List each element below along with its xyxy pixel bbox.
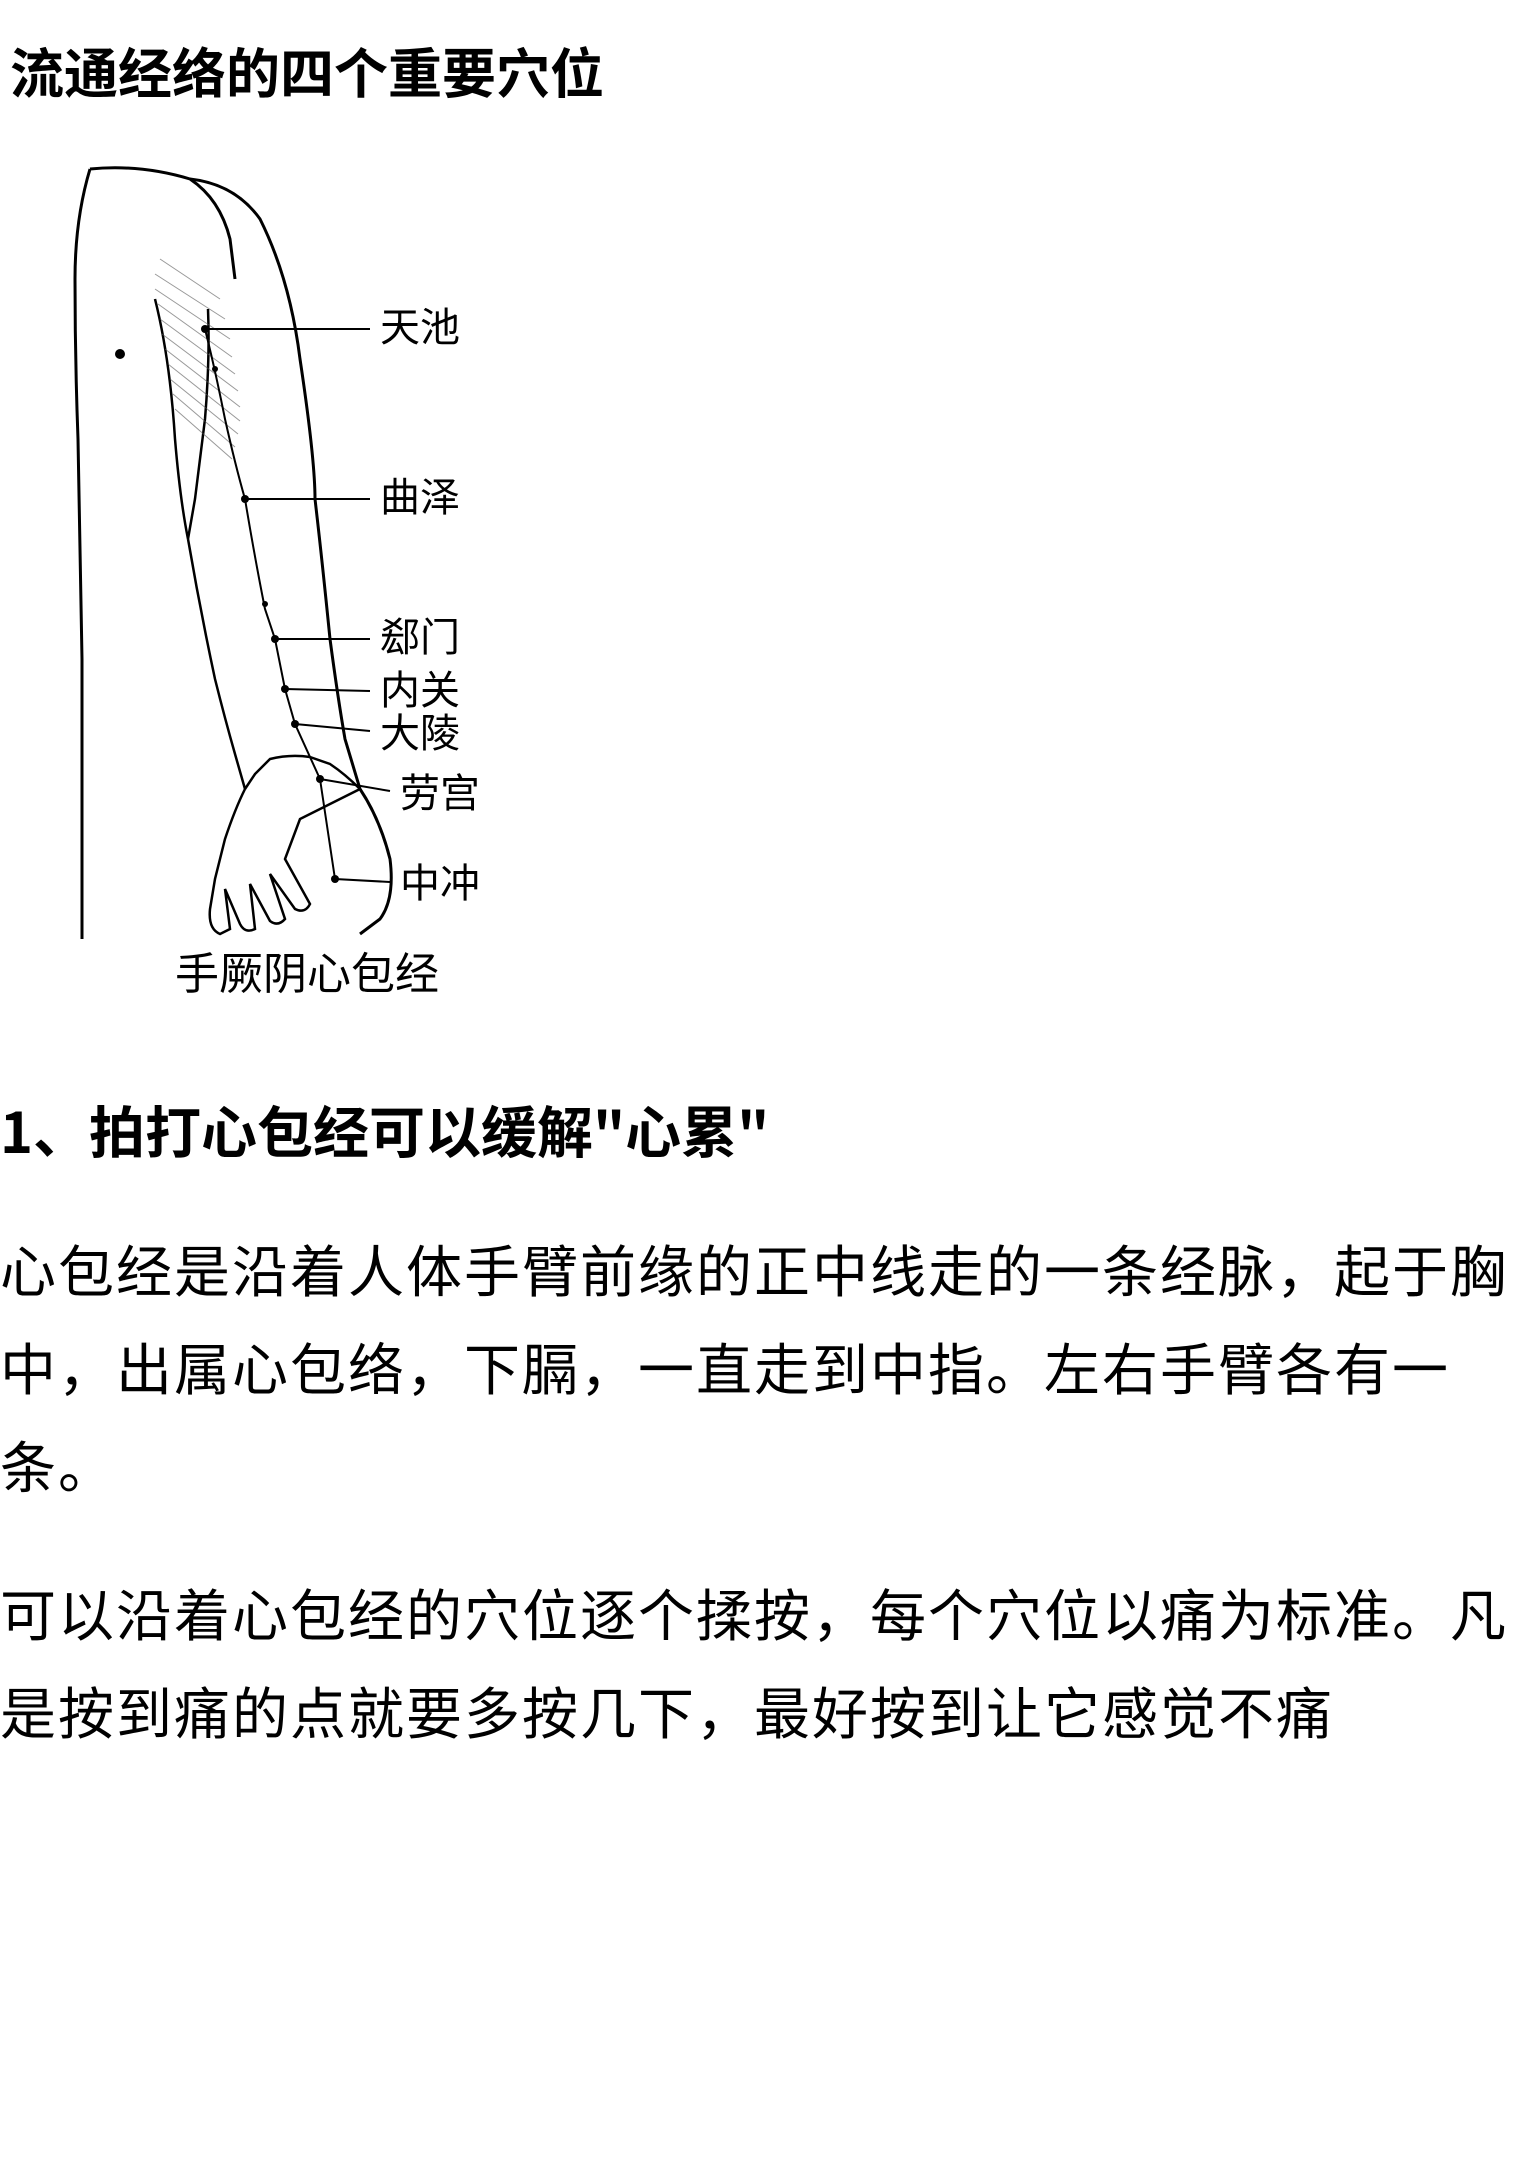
acupoint-dot4 [262,601,268,607]
label-line-neiguan [285,689,370,691]
arm-outer-outline [190,179,391,934]
label-line-daling [295,724,370,731]
acupoint-dot2 [212,366,218,372]
diagram-caption: 手厥阴心包经 [175,950,439,999]
forearm-inner [188,539,245,789]
label-daling: 大陵 [380,711,460,756]
label-quze: 曲泽 [380,475,460,520]
label-neiguan: 内关 [380,668,460,713]
paragraph-1: 心包经是沿着人体手臂前缘的正中线走的一条经脉，起于胸中，出属心包络，下膈，一直走… [0,1220,1534,1514]
section-title: 1、拍打心包经可以缓解"心累" [0,1089,1534,1170]
paragraph-2: 可以沿着心包经的穴位逐个揉按，每个穴位以痛为标准。凡是按到痛的点就要多按几下，最… [0,1564,1534,1760]
meridian-line [205,329,335,879]
label-ximen: 郄门 [380,615,460,660]
hand-outline [210,757,360,934]
wrist-outline [245,756,310,789]
arm-meridian-svg: 天池 曲泽 郄门 内关 大陵 劳宫 中冲 手厥阴心包经 [60,159,580,1029]
nipple-marker [115,349,125,359]
label-line-zhongchong [335,879,390,882]
page-title: 流通经络的四个重要穴位 [0,30,1534,109]
label-tianchi: 天池 [380,305,460,350]
label-zhongchong: 中冲 [400,861,480,906]
acupoint-diagram: 天池 曲泽 郄门 内关 大陵 劳宫 中冲 手厥阴心包经 [60,159,580,1029]
label-line-laogong [320,779,390,791]
label-laogong: 劳宫 [400,771,480,816]
torso-outline [75,168,235,939]
